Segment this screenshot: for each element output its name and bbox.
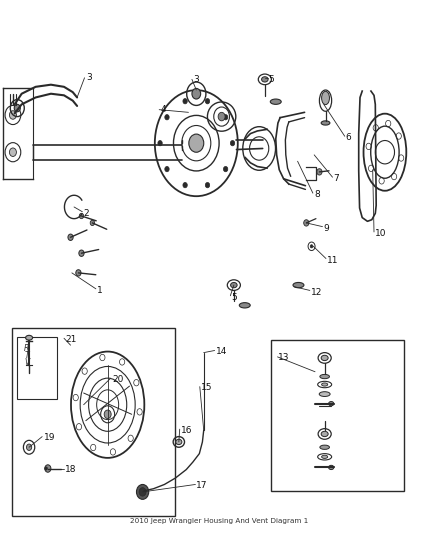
Ellipse shape (328, 465, 334, 470)
Ellipse shape (321, 91, 329, 104)
Text: 5: 5 (269, 75, 275, 84)
Text: 12: 12 (311, 287, 322, 296)
Ellipse shape (239, 303, 250, 308)
Ellipse shape (321, 383, 328, 386)
Bar (271, 340, 404, 491)
Circle shape (183, 182, 187, 188)
Text: 10: 10 (375, 229, 387, 238)
Circle shape (165, 115, 169, 120)
Text: 21: 21 (65, 335, 77, 344)
Text: 7: 7 (333, 174, 339, 183)
Text: 15: 15 (201, 383, 212, 392)
Ellipse shape (321, 356, 328, 361)
Circle shape (137, 484, 149, 499)
Ellipse shape (261, 77, 268, 82)
Circle shape (10, 148, 16, 157)
Circle shape (26, 444, 32, 450)
Circle shape (205, 182, 210, 188)
Text: 3: 3 (86, 73, 92, 82)
Circle shape (205, 99, 210, 104)
Ellipse shape (293, 282, 304, 288)
Text: 2: 2 (84, 209, 89, 218)
Ellipse shape (321, 431, 328, 437)
Text: 3: 3 (193, 75, 198, 84)
Ellipse shape (176, 439, 182, 445)
Circle shape (165, 166, 169, 172)
Bar (12, 328, 175, 516)
Ellipse shape (320, 445, 329, 449)
Circle shape (192, 88, 201, 99)
Circle shape (158, 141, 162, 146)
Circle shape (218, 112, 225, 121)
Circle shape (10, 111, 16, 119)
Circle shape (104, 410, 111, 418)
Text: R: R (24, 344, 29, 353)
Ellipse shape (320, 374, 329, 378)
Ellipse shape (25, 335, 32, 340)
Ellipse shape (270, 99, 281, 104)
Text: 16: 16 (180, 426, 192, 435)
Ellipse shape (319, 392, 330, 397)
Text: 8: 8 (314, 190, 320, 199)
Circle shape (14, 104, 20, 112)
Circle shape (68, 234, 73, 240)
Circle shape (304, 220, 309, 226)
Circle shape (79, 213, 84, 219)
Text: 2010 Jeep Wrangler Housing And Vent Diagram 1: 2010 Jeep Wrangler Housing And Vent Diag… (130, 518, 308, 524)
Circle shape (76, 270, 81, 276)
Circle shape (230, 141, 235, 146)
Text: 4: 4 (161, 105, 166, 114)
Text: 11: 11 (327, 256, 339, 264)
Circle shape (310, 245, 313, 248)
Circle shape (45, 467, 47, 470)
Text: 14: 14 (215, 347, 227, 356)
Text: 1: 1 (97, 286, 102, 295)
Text: 6: 6 (346, 133, 351, 142)
Circle shape (79, 250, 84, 256)
Text: 5: 5 (231, 293, 237, 302)
Text: 9: 9 (324, 224, 329, 233)
Circle shape (223, 166, 228, 172)
Circle shape (189, 134, 204, 152)
Circle shape (45, 465, 51, 472)
Text: V: V (24, 358, 29, 367)
Text: 17: 17 (196, 481, 208, 490)
Circle shape (183, 99, 187, 104)
Text: 20: 20 (112, 375, 124, 384)
Ellipse shape (328, 401, 334, 406)
Text: 13: 13 (279, 353, 290, 362)
Ellipse shape (230, 282, 237, 288)
Text: T: T (25, 351, 29, 360)
Text: 18: 18 (65, 465, 77, 474)
Ellipse shape (321, 455, 328, 458)
Ellipse shape (321, 121, 330, 125)
Bar (17, 337, 57, 399)
Circle shape (90, 220, 95, 225)
Circle shape (223, 115, 228, 120)
Circle shape (139, 488, 146, 496)
Circle shape (317, 168, 322, 175)
Text: 19: 19 (43, 433, 55, 442)
